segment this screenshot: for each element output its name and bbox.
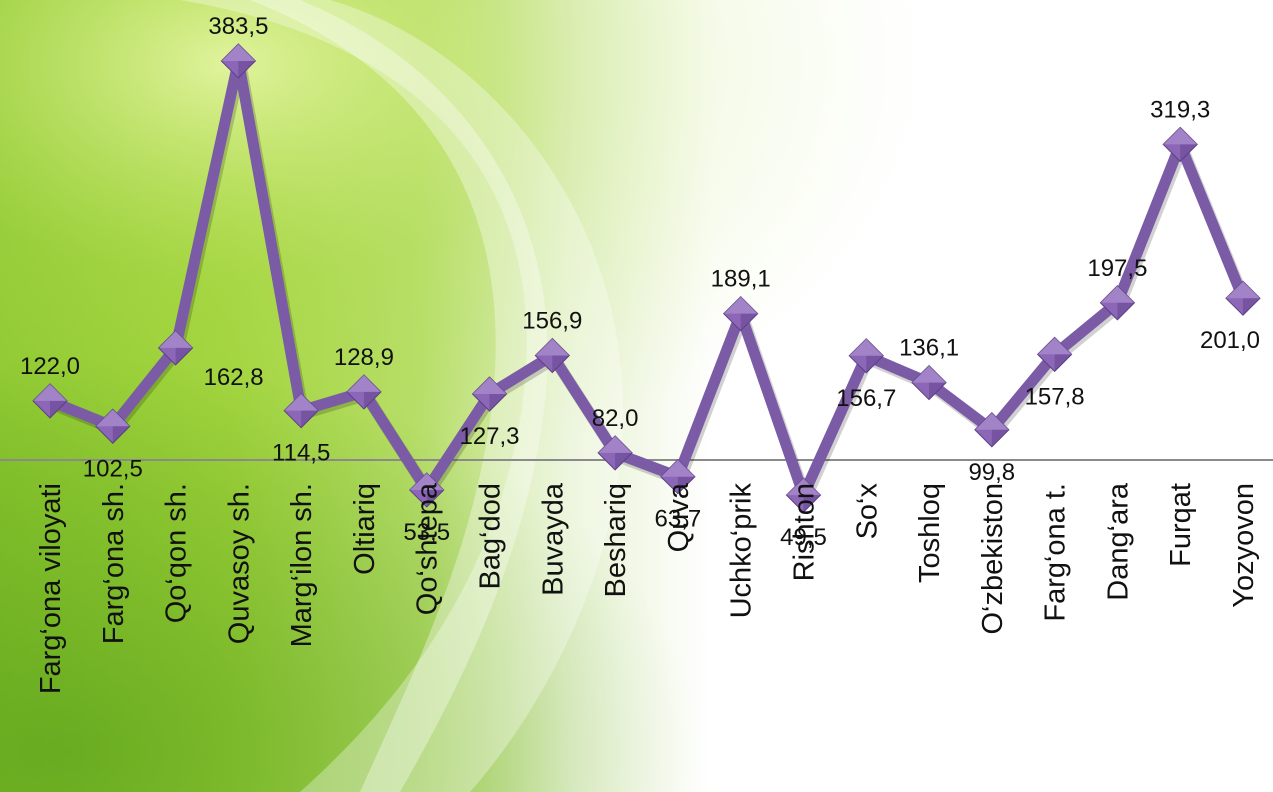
data-point	[974, 412, 1010, 448]
x-tick-label: O‘zbekiston	[977, 483, 1009, 635]
x-tick-label: Yozyovon	[1228, 483, 1260, 608]
x-tick-label: Rishton	[789, 483, 821, 581]
data-point	[471, 376, 508, 412]
data-label: 82,0	[592, 405, 639, 432]
x-tick-label: Farg‘ona viloyati	[35, 483, 67, 694]
data-point	[95, 408, 131, 444]
data-label: 189,1	[711, 266, 771, 293]
background-swirl-inner	[250, 0, 548, 792]
x-tick-label: Furqat	[1165, 483, 1197, 567]
x-tick-label: Toshloq	[914, 483, 946, 583]
x-tick-label: Qo‘shtepa	[412, 482, 444, 615]
data-label: 197,5	[1087, 255, 1147, 282]
series-1	[44, 55, 1251, 505]
background-fade	[500, 0, 1273, 792]
series-markers	[32, 43, 1261, 513]
x-tick-label: Marg‘ilon sh.	[286, 483, 318, 647]
data-label: 156,9	[522, 308, 582, 335]
x-tick-label: Qo‘qon sh.	[161, 483, 193, 623]
x-tick-label: Quvasoy sh.	[223, 483, 255, 644]
data-point	[911, 364, 947, 401]
x-tick-label: Farg‘ona t.	[1040, 483, 1072, 622]
x-tick-label: Bag‘dod	[475, 483, 507, 589]
data-point	[1225, 280, 1261, 316]
data-point	[534, 337, 571, 374]
data-point	[220, 43, 257, 79]
data-label: 49,5	[780, 524, 827, 551]
data-point	[283, 392, 319, 429]
data-label: 128,9	[334, 344, 394, 371]
data-label: 136,1	[899, 335, 959, 362]
data-labels: 122,0 102,5 162,8 383,5 114,5 128,9 53,5 127,3 1…	[20, 13, 1260, 551]
data-label: 102,5	[83, 455, 143, 482]
data-label: 157,8	[1025, 383, 1085, 410]
data-label: 383,5	[208, 13, 268, 40]
data-point	[1162, 126, 1198, 163]
data-point	[848, 338, 884, 374]
data-label: 162,8	[204, 364, 264, 391]
series-line	[44, 55, 1249, 501]
data-point	[346, 374, 382, 410]
x-tick-label: Dang‘ara	[1102, 482, 1134, 601]
x-tick-label: So‘x	[851, 483, 883, 540]
data-label: 122,0	[20, 353, 80, 380]
data-point	[660, 458, 696, 495]
data-point	[785, 477, 822, 513]
data-point	[597, 435, 633, 471]
data-label: 201,0	[1200, 327, 1260, 354]
x-tick-label: Quva	[663, 482, 695, 552]
x-tick-label: Farg‘ona sh.	[98, 483, 130, 644]
x-tick-label: Uchko‘prik	[726, 483, 758, 619]
data-point	[1036, 336, 1073, 373]
data-point	[32, 383, 68, 419]
x-tick-label: Buvayda	[537, 482, 569, 596]
x-tick-labels: Farg‘ona viloyati Farg‘ona sh. Qo‘qon sh. Q…	[35, 482, 1260, 694]
data-label: 156,7	[836, 385, 896, 412]
data-label: 319,3	[1150, 96, 1210, 123]
x-tick-label: Oltiariq	[349, 483, 381, 575]
data-point	[157, 330, 194, 366]
data-label: 63,7	[655, 506, 702, 533]
data-point	[1099, 285, 1136, 321]
data-label: 127,3	[459, 423, 519, 450]
data-label: 114,5	[272, 440, 330, 467]
data-point	[722, 295, 759, 332]
data-label: 99,8	[968, 459, 1015, 486]
data-label: 53,5	[403, 519, 450, 546]
x-tick-label: Beshariq	[600, 483, 632, 597]
data-point	[409, 472, 445, 508]
